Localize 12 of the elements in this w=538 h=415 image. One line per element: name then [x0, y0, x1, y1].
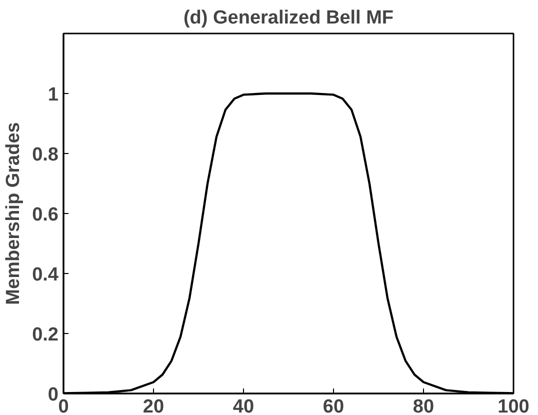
x-tick-label: 60 [322, 396, 344, 415]
y-tick-label: 0.4 [32, 264, 59, 286]
y-tick-label: 0.2 [32, 324, 59, 346]
chart-title: (d) Generalized Bell MF [183, 8, 394, 28]
y-tick-label: 0.6 [32, 204, 59, 226]
x-tick-label: 100 [498, 396, 530, 415]
x-tick-label: 40 [232, 396, 254, 415]
y-tick-label: 0.8 [32, 144, 59, 166]
y-axis-title: Membership Grades [3, 122, 24, 305]
x-tick-label: 20 [142, 396, 164, 415]
x-tick-label: 80 [412, 396, 434, 415]
y-tick-label: 1 [48, 84, 59, 106]
